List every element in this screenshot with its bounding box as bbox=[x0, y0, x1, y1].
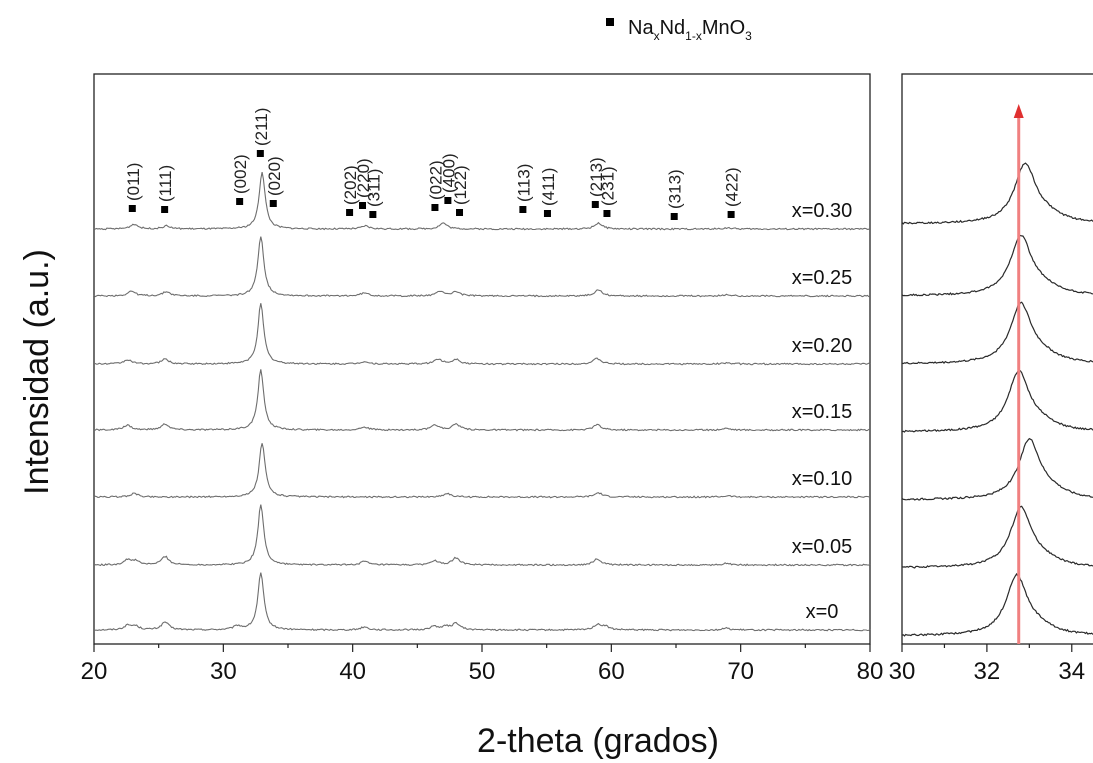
series-label: x=0.30 bbox=[792, 200, 853, 222]
zoom-curve bbox=[901, 572, 1093, 637]
hkl-label: (111) bbox=[156, 165, 175, 202]
legend: NaxNd1-xMnO3 bbox=[606, 17, 752, 43]
zoom-plot-frame bbox=[901, 73, 1093, 645]
peak-marker bbox=[359, 202, 367, 209]
peak-marker bbox=[369, 211, 377, 218]
series-label: x=0 bbox=[806, 601, 839, 623]
main-plot: 20 30 40 50 60 70 80 x=0 x=0.05 x=0.10 x=0.15 x=0.2… bbox=[81, 108, 884, 685]
hkl-label: (122) bbox=[451, 165, 470, 205]
hkl-label: (011) bbox=[124, 163, 143, 201]
peak-marker bbox=[670, 213, 678, 220]
zoom-curve bbox=[901, 437, 1093, 501]
hkl-label: (213) bbox=[587, 157, 606, 197]
reference-arrow-head bbox=[1013, 104, 1024, 118]
x-tick-label: 80 bbox=[857, 658, 884, 685]
peak-marker bbox=[269, 200, 277, 207]
x-tick-label: 60 bbox=[598, 658, 625, 685]
zoom-plot: 30 32 34 bbox=[889, 104, 1093, 685]
peak-marker bbox=[519, 206, 527, 213]
x-axis-label: 2-theta (grados) bbox=[477, 722, 719, 760]
peak-marker bbox=[444, 197, 452, 204]
y-axis-label: Intensidad (a.u.) bbox=[18, 249, 56, 495]
peak-marker bbox=[431, 204, 439, 211]
series-label: x=0.20 bbox=[792, 335, 853, 357]
x-tick-label: 20 bbox=[81, 658, 108, 685]
legend-marker bbox=[606, 18, 614, 26]
x-tick-label: 30 bbox=[210, 658, 237, 685]
xrd-curve-x=0.20 bbox=[94, 303, 871, 366]
peak-marker bbox=[346, 209, 354, 216]
main-plot-frame bbox=[93, 73, 871, 645]
hkl-label: (220) bbox=[354, 158, 373, 198]
peak-marker bbox=[236, 198, 244, 205]
legend-text: NaxNd1-xMnO3 bbox=[628, 17, 752, 43]
series-label: x=0.25 bbox=[792, 267, 853, 289]
peak-marker bbox=[543, 210, 551, 217]
peak-marker bbox=[603, 210, 611, 217]
series-label: x=0.10 bbox=[792, 468, 853, 490]
xrd-curve-x=0.05 bbox=[93, 504, 871, 567]
hkl-label: (311) bbox=[364, 169, 383, 207]
xrd-curve-x=0.15 bbox=[93, 369, 871, 432]
zoom-x-tick-label: 32 bbox=[974, 658, 1001, 685]
hkl-label: (020) bbox=[265, 156, 284, 196]
zoom-curve bbox=[901, 234, 1093, 297]
hkl-label: (202) bbox=[341, 165, 360, 205]
hkl-label: (022) bbox=[426, 160, 445, 200]
xrd-curve-x=0.30 bbox=[93, 171, 871, 231]
zoom-curve bbox=[901, 505, 1093, 569]
series-label: x=0.05 bbox=[792, 536, 853, 558]
series-label: x=0.15 bbox=[792, 401, 853, 423]
xrd-curve-x=0.10 bbox=[93, 443, 871, 499]
xrd-curve-x=0 bbox=[93, 572, 871, 632]
zoom-curve bbox=[901, 301, 1093, 365]
zoom-x-tick-label: 30 bbox=[889, 658, 916, 685]
peak-marker bbox=[161, 206, 169, 213]
zoom-curve bbox=[901, 370, 1093, 433]
x-tick-label: 70 bbox=[727, 658, 754, 685]
hkl-label: (411) bbox=[539, 168, 558, 206]
x-tick-label: 40 bbox=[339, 658, 366, 685]
hkl-label: (313) bbox=[666, 169, 685, 209]
peak-marker bbox=[727, 211, 735, 218]
hkl-label: (400) bbox=[439, 153, 458, 193]
peak-marker bbox=[456, 209, 464, 216]
peak-marker bbox=[591, 201, 599, 208]
hkl-label: (231) bbox=[598, 166, 617, 206]
peak-marker bbox=[256, 150, 264, 157]
zoom-x-tick-label: 34 bbox=[1058, 658, 1085, 685]
peak-marker bbox=[128, 205, 136, 212]
xrd-curve-x=0.25 bbox=[93, 236, 871, 298]
x-tick-label: 50 bbox=[469, 658, 496, 685]
zoom-curve bbox=[901, 162, 1093, 225]
hkl-label: (211) bbox=[252, 108, 271, 146]
hkl-label: (002) bbox=[231, 154, 250, 194]
hkl-label: (422) bbox=[723, 167, 742, 207]
hkl-label: (113) bbox=[514, 164, 533, 202]
